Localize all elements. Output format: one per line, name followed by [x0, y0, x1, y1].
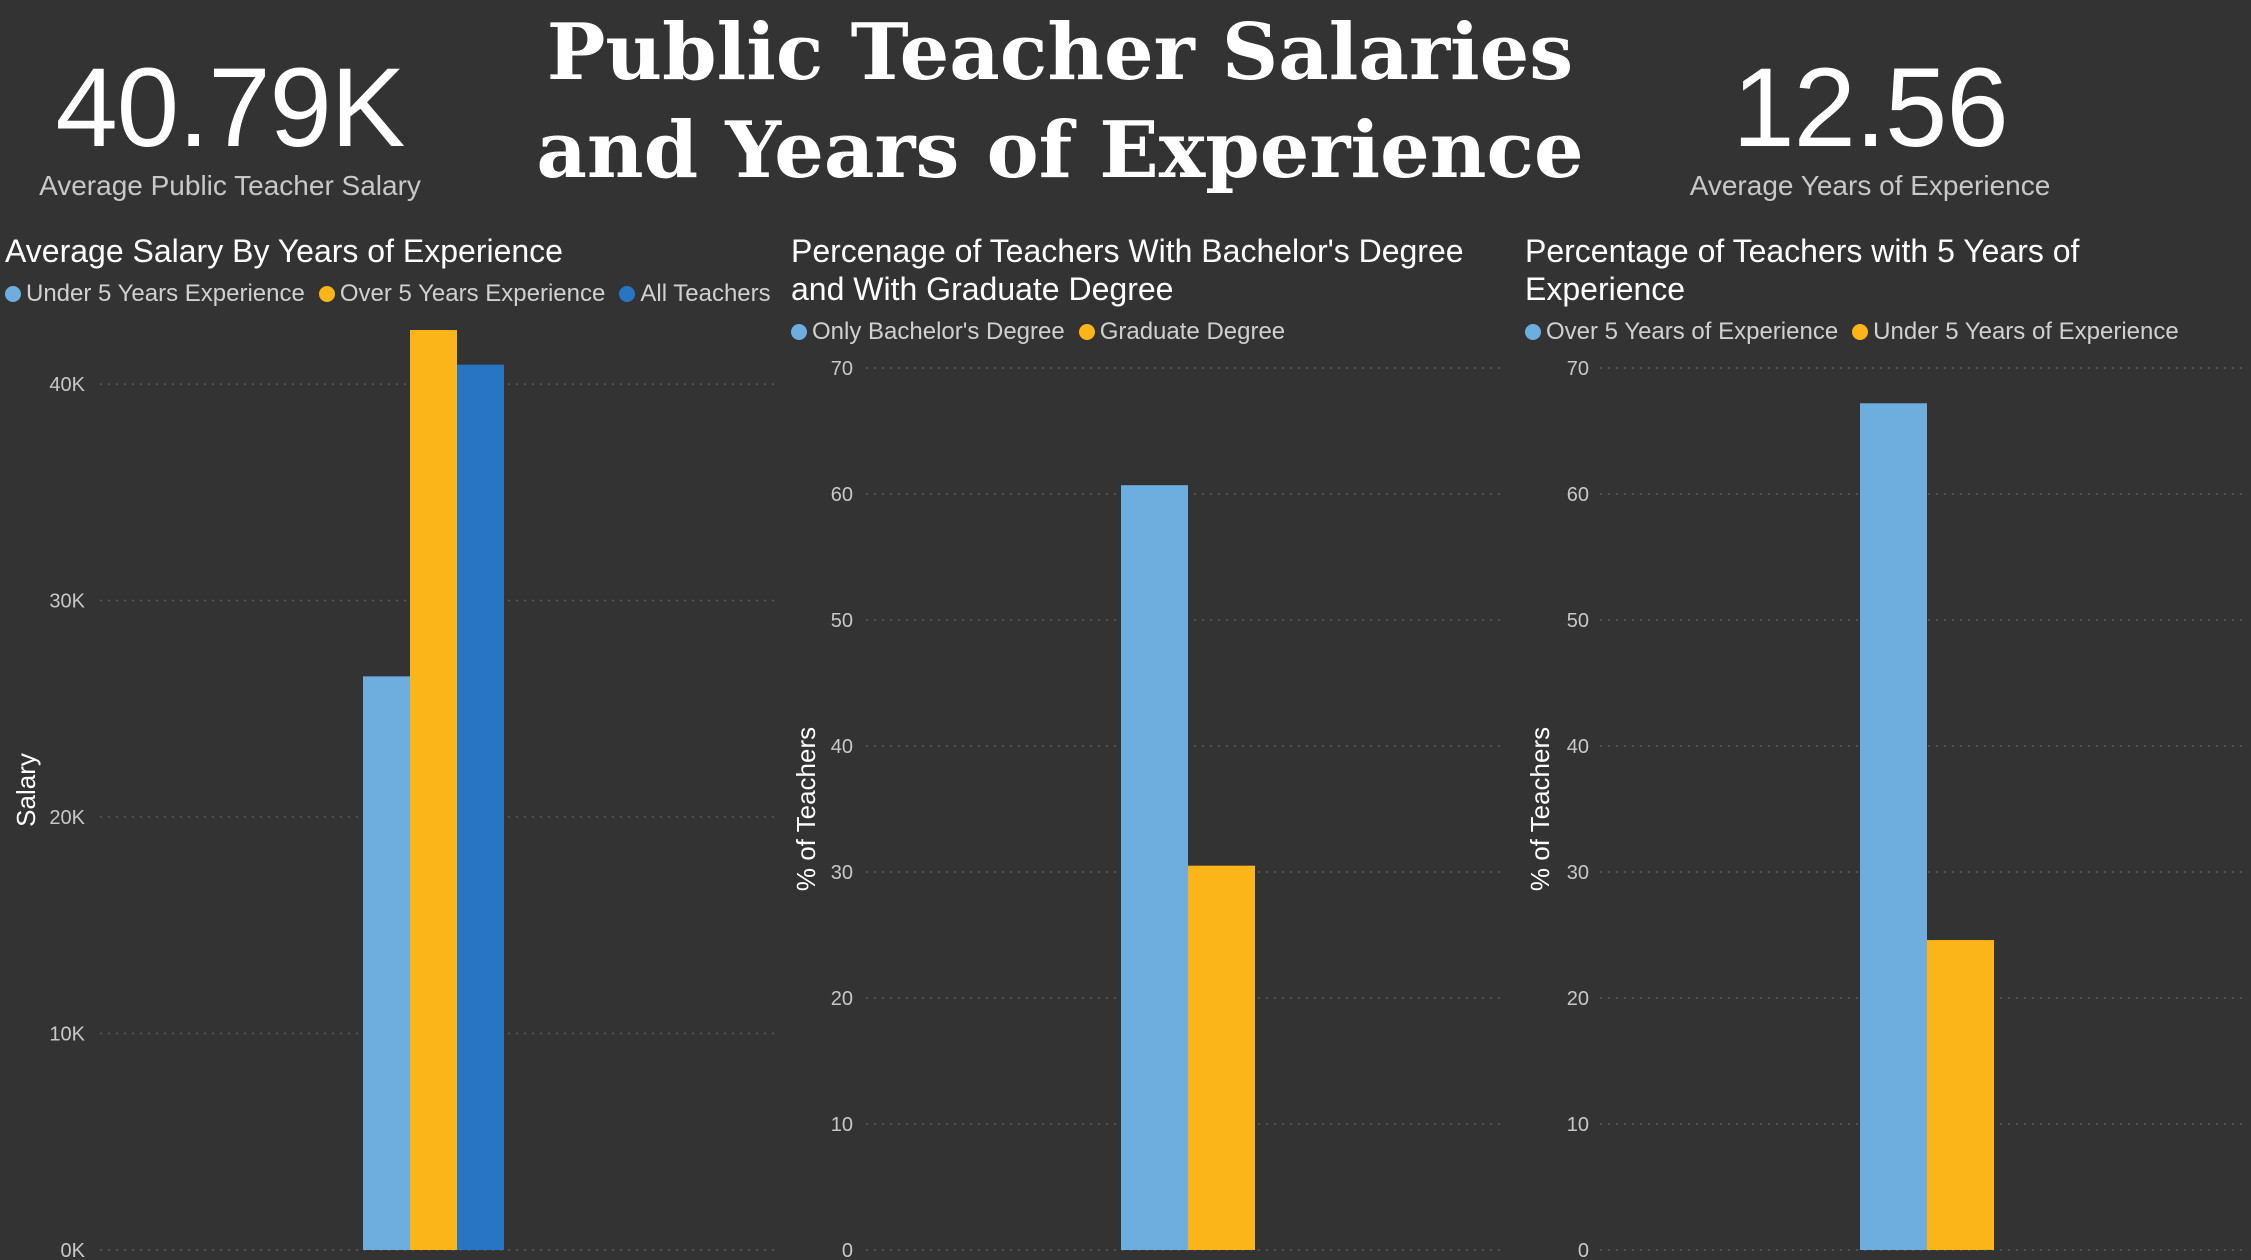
y-tick-label: 20	[831, 988, 853, 1010]
y-tick-label: 10	[1567, 1114, 1589, 1136]
legend-label: Over 5 Years Experience	[339, 280, 606, 307]
y-tick-label: 30	[831, 862, 853, 884]
bar-2	[410, 330, 457, 1250]
legend-item[interactable]: All Teachers	[619, 280, 771, 308]
degree-bar-chart: 0 10 20 30 40 50 60 70 % of Teachers	[791, 358, 1506, 1260]
chart-title: Average Salary By Years of Experience	[5, 233, 563, 269]
y-tick-label: 50	[831, 610, 853, 632]
legend-label: Graduate Degree	[1099, 318, 1286, 345]
y-tick-label: 50	[1567, 610, 1589, 632]
y-tick-label: 0	[842, 1240, 853, 1260]
kpi-value: 12.56	[1732, 45, 2008, 170]
chart-title: Percentage of Teachers with 5 Years of E…	[1525, 233, 2080, 307]
chart-legend: Under 5 Years Experience Over 5 Years Exp…	[5, 280, 785, 308]
bar-1	[363, 676, 410, 1250]
y-axis-label: Salary	[11, 753, 41, 827]
bar-2	[1188, 865, 1255, 1250]
salary-bar-chart: 0K 10K 20K 30K 40K Salary	[11, 330, 780, 1260]
legend-item[interactable]: Over 5 Years of Experience	[1525, 318, 1838, 346]
legend-swatch	[619, 286, 636, 302]
chart-legend: Only Bachelor's Degree Graduate Degree	[791, 318, 1511, 346]
legend-swatch	[791, 324, 807, 340]
experience-chart-panel: Percentage of Teachers with 5 Years of E…	[1525, 232, 2251, 1260]
bar-1	[1121, 485, 1188, 1250]
kpi-average-salary: 40.79K Average Public Teacher Salary	[20, 52, 440, 202]
kpi-average-experience: 12.56 Average Years of Experience	[1660, 52, 2080, 202]
legend-swatch	[1525, 324, 1541, 340]
y-tick-label: 40	[1567, 736, 1589, 758]
bar-2	[1927, 940, 1994, 1250]
y-tick-label: 20	[1567, 988, 1589, 1010]
y-tick-label: 10K	[49, 1024, 85, 1046]
y-tick-label: 0	[1578, 1240, 1589, 1260]
y-tick-label: 60	[1567, 484, 1589, 506]
legend-item[interactable]: Over 5 Years Experience	[318, 280, 606, 308]
legend-label: Under 5 Years of Experience	[1873, 318, 2179, 345]
legend-label: Under 5 Years Experience	[26, 280, 305, 307]
kpi-label: Average Years of Experience	[1689, 170, 2051, 201]
bar-1	[1860, 403, 1927, 1250]
legend-label: Only Bachelor's Degree	[812, 318, 1065, 345]
y-tick-label: 10	[831, 1114, 853, 1136]
chart-title: Percenage of Teachers With Bachelor's De…	[791, 233, 1464, 307]
legend-swatch	[318, 286, 335, 302]
legend-item[interactable]: Under 5 Years Experience	[5, 280, 305, 308]
legend-item[interactable]: Under 5 Years of Experience	[1852, 318, 2179, 346]
legend-item[interactable]: Only Bachelor's Degree	[791, 318, 1065, 346]
legend-swatch	[1852, 324, 1869, 340]
y-tick-label: 20K	[49, 807, 85, 829]
y-tick-label: 40	[831, 736, 853, 758]
legend-swatch	[5, 286, 21, 302]
kpi-value: 40.79K	[55, 45, 406, 170]
bar-3	[457, 364, 504, 1251]
y-tick-label: 70	[831, 358, 853, 380]
legend-item[interactable]: Graduate Degree	[1078, 318, 1286, 346]
y-axis-label: % of Teachers	[1525, 727, 1555, 891]
salary-chart-panel: Average Salary By Years of Experience Un…	[5, 232, 785, 1260]
y-tick-label: 40K	[49, 374, 85, 396]
y-tick-label: 30	[1567, 862, 1589, 884]
chart-legend: Over 5 Years of Experience Under 5 Years …	[1525, 318, 2251, 346]
y-axis-label: % of Teachers	[791, 727, 821, 891]
y-tick-label: 30K	[49, 591, 85, 613]
legend-label: All Teachers	[640, 280, 771, 307]
legend-swatch	[1078, 324, 1095, 340]
y-tick-label: 0K	[61, 1240, 86, 1260]
kpi-label: Average Public Teacher Salary	[39, 170, 421, 201]
y-tick-label: 70	[1567, 358, 1589, 380]
y-tick-label: 60	[831, 484, 853, 506]
degree-chart-panel: Percenage of Teachers With Bachelor's De…	[791, 232, 1511, 1260]
legend-label: Over 5 Years of Experience	[1546, 318, 1839, 345]
experience-bar-chart: 0 10 20 30 40 50 60 70 % of Teachers	[1525, 358, 2245, 1260]
dashboard-title: Public Teacher Salaries and Years of Exp…	[536, 7, 1584, 196]
